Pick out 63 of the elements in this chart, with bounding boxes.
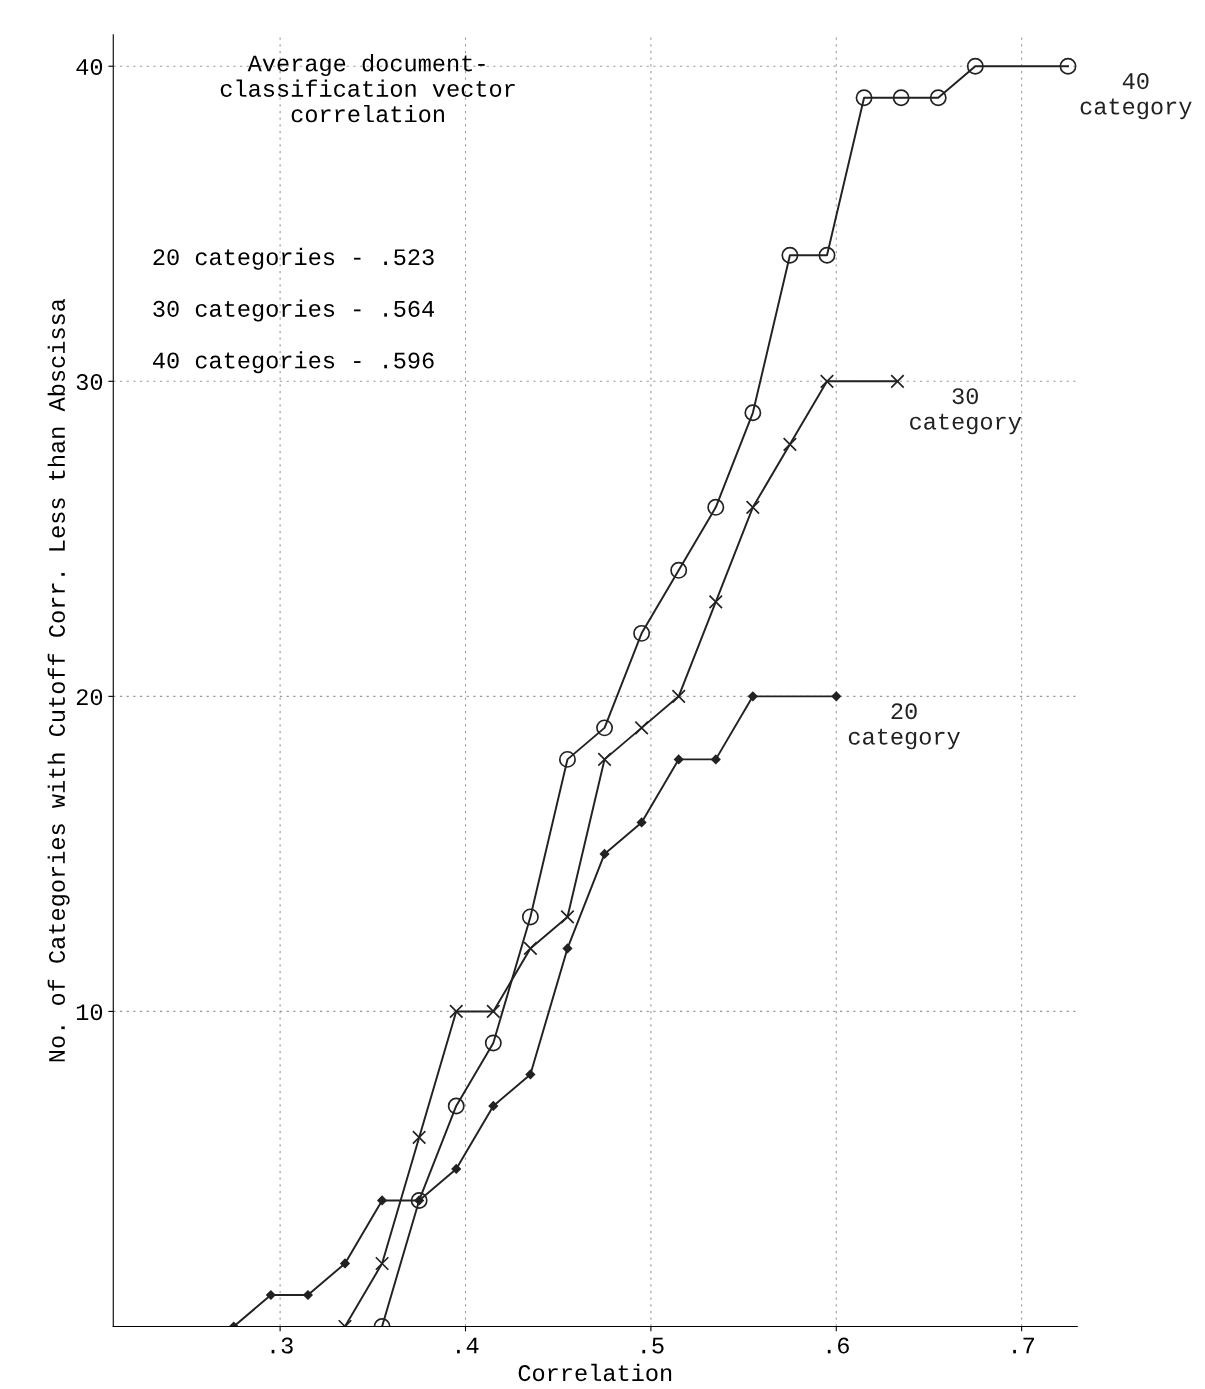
point [831, 691, 842, 702]
point [558, 750, 576, 768]
point [484, 1034, 502, 1052]
x-tick-label: .3 [271, 1337, 293, 1354]
annotation: 40 categories - .596 [153, 351, 434, 374]
y-tick-label: 10 [76, 1004, 103, 1021]
point [744, 404, 762, 422]
point [410, 1191, 428, 1209]
point [634, 720, 649, 735]
point [708, 594, 723, 609]
x-tick-label: .6 [827, 1337, 849, 1354]
point [855, 89, 873, 107]
series-label: 30 category [910, 388, 1022, 435]
point [521, 908, 539, 926]
point [890, 374, 905, 389]
annotation: Average document- classification vector correlation [220, 54, 515, 123]
y-tick-label: 40 [76, 58, 103, 76]
point [818, 246, 836, 264]
point [929, 89, 947, 107]
point [447, 1097, 465, 1115]
point [711, 754, 721, 765]
point [670, 561, 688, 579]
y-tick-label: 30 [76, 374, 103, 391]
series-label: 20 category [848, 703, 960, 750]
point [412, 1130, 427, 1145]
point [636, 817, 647, 828]
point [303, 1290, 313, 1300]
x-axis-title: Correlation [518, 1363, 672, 1382]
point [671, 689, 686, 704]
point [562, 943, 573, 954]
y-tick-label: 20 [76, 689, 103, 706]
point [745, 500, 760, 515]
point [596, 719, 614, 737]
y-axis-title: No. of Categories with Cutoff Corr. Less than Abscissa [47, 298, 70, 1062]
point [819, 374, 835, 389]
x-tick-label: .4 [457, 1337, 479, 1354]
annotation: 20 categories - .523 [153, 247, 434, 270]
point [340, 1258, 350, 1269]
point [488, 1101, 499, 1111]
point [782, 437, 798, 452]
point [560, 909, 575, 924]
point [486, 1004, 501, 1019]
x-tick-label: .7 [1013, 1337, 1034, 1354]
point [449, 1004, 464, 1019]
point [266, 1290, 276, 1300]
point [633, 624, 651, 642]
point [523, 941, 538, 956]
point [374, 1256, 390, 1271]
point [966, 57, 984, 75]
point [892, 89, 910, 107]
series-label: 40 category [1080, 73, 1192, 120]
point [377, 1195, 387, 1206]
point [1059, 57, 1077, 75]
point [707, 498, 725, 516]
point [451, 1164, 461, 1174]
x-tick-label: .5 [642, 1337, 664, 1354]
annotation: 30 categories - .564 [153, 299, 435, 322]
point [781, 246, 799, 264]
point [599, 849, 610, 859]
point [525, 1069, 536, 1080]
point [673, 754, 684, 765]
point [597, 752, 612, 767]
point [748, 691, 758, 702]
